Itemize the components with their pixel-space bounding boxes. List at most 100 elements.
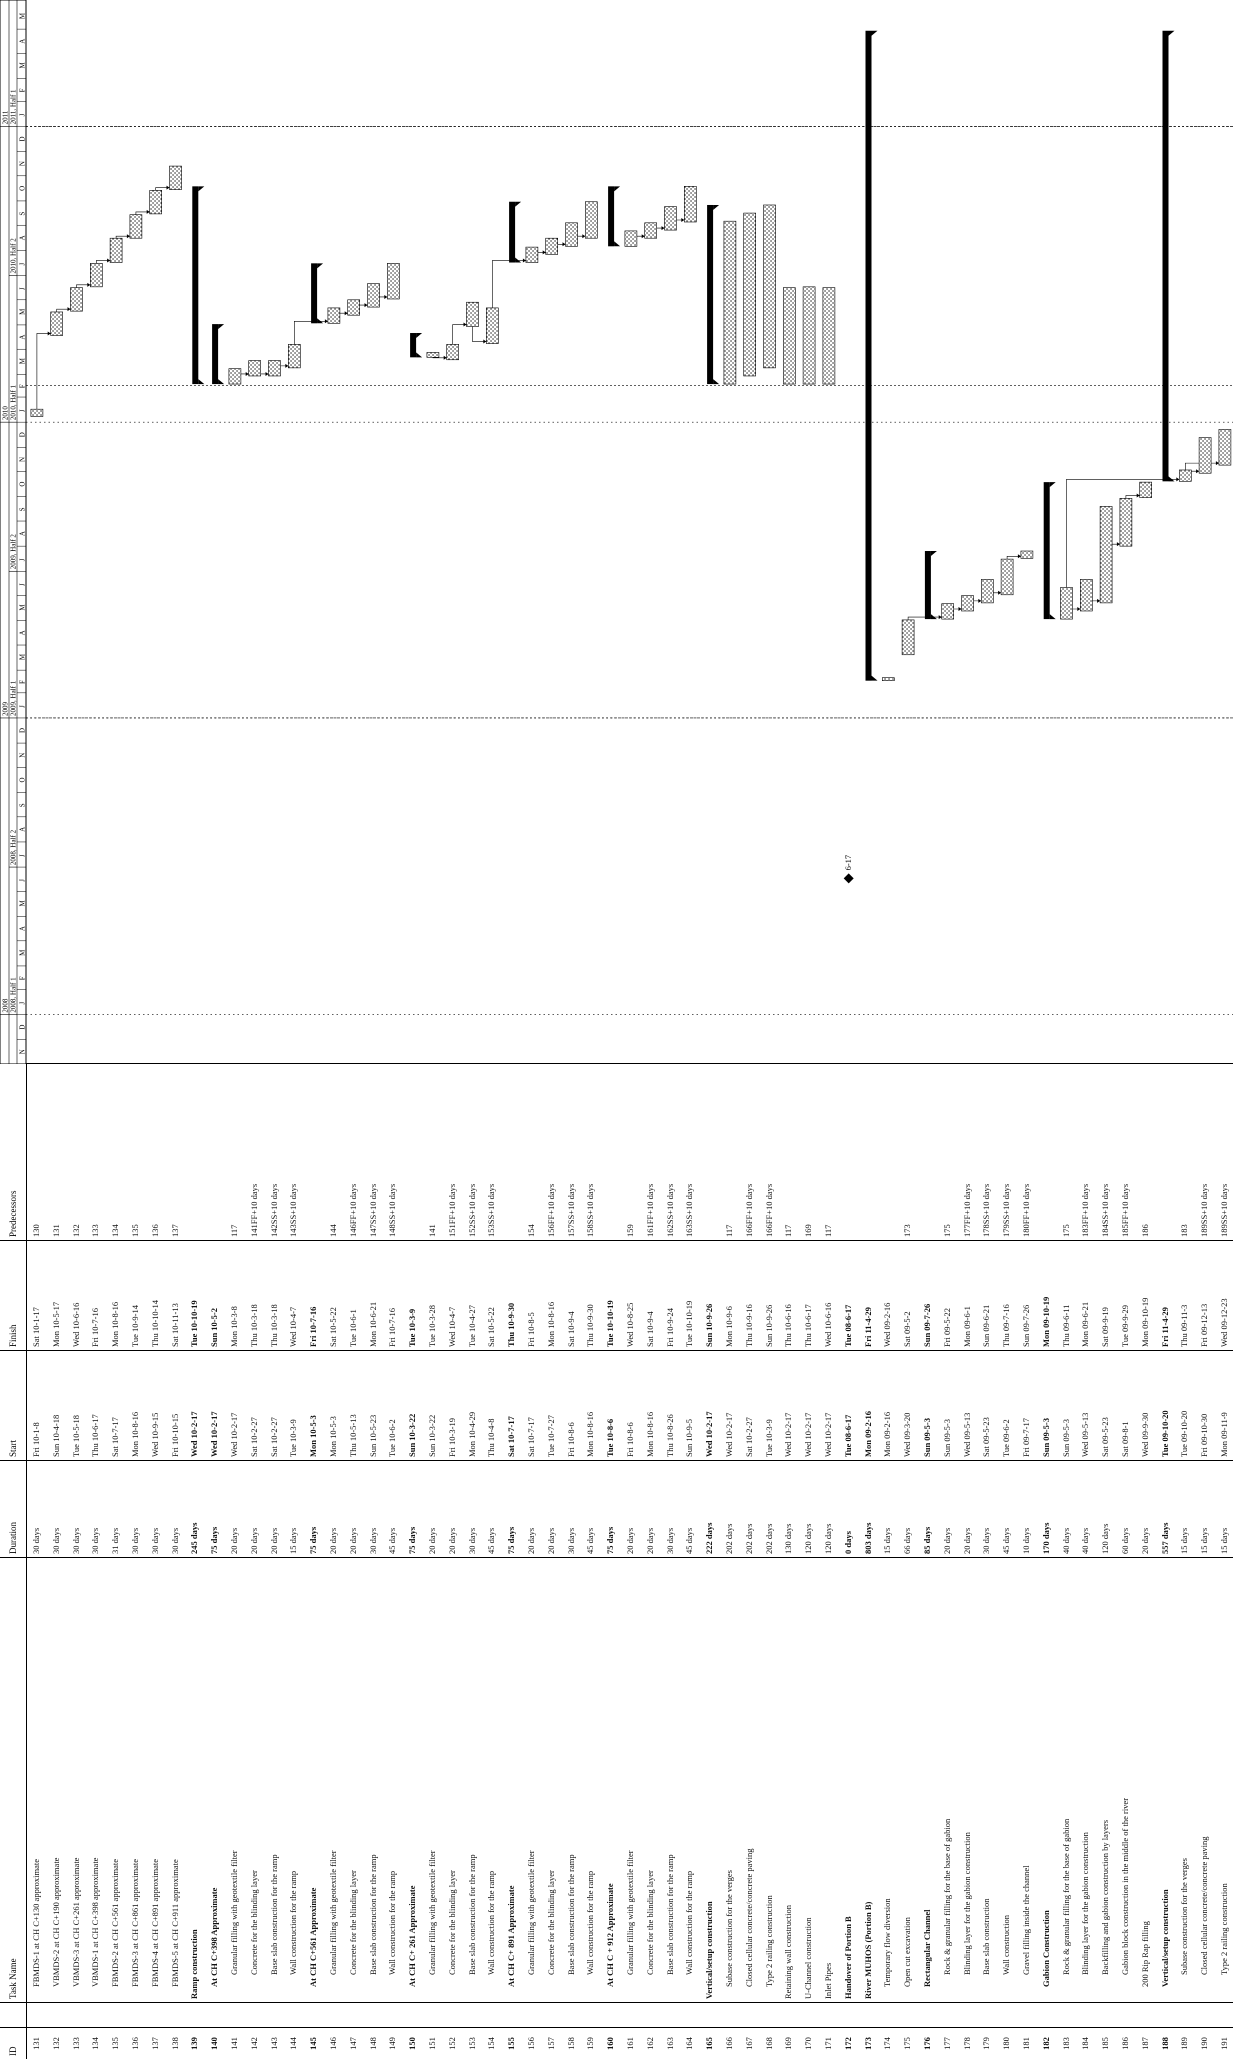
task-indicator[interactable] bbox=[640, 2002, 661, 2027]
task-duration[interactable]: 15 days bbox=[1215, 1460, 1233, 1557]
task-predecessors[interactable]: 166FF+10 days bbox=[763, 1183, 774, 1237]
task-start[interactable]: Wed 10-2-17 bbox=[799, 1350, 819, 1460]
table-row[interactable]: 142 Concrete for the blinding layer 20 day… bbox=[244, 1064, 265, 2059]
table-row[interactable]: 174 Temporary flow diversion 15 days Mon 09… bbox=[878, 1064, 899, 2059]
task-start[interactable]: Fri 10-3-19 bbox=[442, 1350, 463, 1460]
task-duration[interactable]: 45 days bbox=[680, 1460, 701, 1557]
task-indicator[interactable] bbox=[739, 2002, 760, 2027]
task-predecessors[interactable]: 134 bbox=[110, 1224, 121, 1237]
task-id[interactable]: 140 bbox=[205, 2027, 225, 2059]
task-indicator[interactable] bbox=[819, 2002, 839, 2027]
task-duration[interactable]: 31 days bbox=[106, 1460, 126, 1557]
task-predecessors[interactable]: 173 bbox=[902, 1224, 913, 1237]
table-row[interactable]: 137 FBMDS-4 at CH C+891 approximate 30 day… bbox=[145, 1064, 166, 2059]
table-row[interactable]: 162 Concrete for the blinding layer 20 day… bbox=[640, 1064, 661, 2059]
task-finish[interactable]: Thu 10-3-18 bbox=[264, 1240, 285, 1350]
task-duration[interactable]: 15 days bbox=[1195, 1460, 1215, 1557]
task-start[interactable]: Sun 09-5-3 bbox=[918, 1350, 938, 1460]
task-indicator[interactable] bbox=[720, 2002, 740, 2027]
task-predecessors[interactable]: 135 bbox=[130, 1224, 140, 1237]
task-finish[interactable]: Sun 09-7-26 bbox=[918, 1240, 938, 1350]
task-finish[interactable]: Fri 09-5-22 bbox=[937, 1240, 958, 1350]
task-indicator[interactable] bbox=[581, 2002, 602, 2027]
table-row[interactable]: 141 Granular filling with geotextile filt… bbox=[225, 1064, 245, 2059]
task-predecessors[interactable]: 185FF+10 days bbox=[1120, 1183, 1130, 1237]
task-finish[interactable]: Fri 09-12-13 bbox=[1195, 1240, 1215, 1350]
task-id[interactable]: 136 bbox=[126, 2027, 146, 2059]
task-finish[interactable]: Mon 09-10-19 bbox=[1135, 1240, 1156, 1350]
task-start[interactable]: Sun 10-5-23 bbox=[363, 1350, 384, 1460]
task-start[interactable]: Sun 09-5-3 bbox=[1056, 1350, 1077, 1460]
task-predecessors[interactable] bbox=[1156, 1064, 1176, 1240]
task-predecessors[interactable]: 159 bbox=[625, 1224, 635, 1237]
table-row[interactable]: 134 VBMDS-1 at CH C+398 approximate 30 day… bbox=[86, 1064, 107, 2059]
task-finish[interactable]: Sat 10-5-22 bbox=[482, 1240, 503, 1350]
task-indicator[interactable] bbox=[561, 2002, 582, 2027]
task-name[interactable]: Granular filling with geotextile filter bbox=[522, 1557, 542, 2002]
task-duration[interactable]: 170 days bbox=[1036, 1460, 1057, 1557]
table-row[interactable]: 159 Wall construction for the ramp 45 days… bbox=[581, 1064, 602, 2059]
task-id[interactable]: 132 bbox=[46, 2027, 67, 2059]
task-indicator[interactable] bbox=[1195, 2002, 1215, 2027]
table-row[interactable]: 182 Gabion Construction 170 days Sun 09-5-3… bbox=[1036, 1064, 1057, 2059]
task-name[interactable]: FBMDS-3 at CH C+861 approximate bbox=[126, 1557, 146, 2002]
task-finish[interactable]: Tue 08-6-17 bbox=[838, 1240, 859, 1350]
task-name[interactable]: At CH C+ 891 Approximate bbox=[502, 1557, 522, 2002]
task-predecessors[interactable] bbox=[601, 1064, 621, 1240]
task-indicator[interactable] bbox=[1135, 2002, 1156, 2027]
task-indicator[interactable] bbox=[799, 2002, 819, 2027]
table-row[interactable]: 144 Wall construction for the ramp 15 days… bbox=[284, 1064, 305, 2059]
task-name[interactable]: Base slab construction for the ramp bbox=[363, 1557, 384, 2002]
task-predecessors[interactable]: 141 bbox=[427, 1224, 437, 1237]
task-name[interactable]: Blinding layer for the gabion constructi… bbox=[957, 1557, 978, 2002]
task-name[interactable]: At CH C+ 261 Approximate bbox=[403, 1557, 423, 2002]
task-name[interactable]: Vertical/setup construction bbox=[1155, 1557, 1176, 2002]
task-id[interactable]: 133 bbox=[66, 2027, 87, 2059]
table-row[interactable]: 163 Base slab construction for the ramp 30… bbox=[660, 1064, 681, 2059]
task-finish[interactable]: Tue 10-3-28 bbox=[423, 1240, 443, 1350]
task-indicator[interactable] bbox=[759, 2002, 780, 2027]
task-indicator[interactable] bbox=[66, 2002, 87, 2027]
task-duration[interactable]: 30 days bbox=[86, 1460, 107, 1557]
task-duration[interactable]: 20 days bbox=[244, 1460, 265, 1557]
task-name[interactable]: Gabion block construction in the middle … bbox=[1116, 1557, 1136, 2002]
task-indicator[interactable] bbox=[403, 2002, 423, 2027]
task-id[interactable]: 178 bbox=[957, 2027, 978, 2059]
task-duration[interactable]: 20 days bbox=[264, 1460, 285, 1557]
task-name[interactable]: At CH C + 912 Approximate bbox=[601, 1557, 621, 2002]
task-predecessors[interactable] bbox=[1037, 1064, 1057, 1240]
task-predecessors[interactable]: 136 bbox=[149, 1224, 160, 1237]
task-finish[interactable]: Mon 09-6-21 bbox=[1076, 1240, 1097, 1350]
task-predecessors[interactable]: 117 bbox=[783, 1224, 794, 1237]
task-duration[interactable]: 20 days bbox=[541, 1460, 562, 1557]
task-duration[interactable]: 222 days bbox=[700, 1460, 720, 1557]
task-id[interactable]: 184 bbox=[1076, 2027, 1097, 2059]
task-start[interactable]: Wed 10-2-17 bbox=[819, 1350, 839, 1460]
task-finish[interactable]: Wed 10-8-25 bbox=[621, 1240, 641, 1350]
task-indicator[interactable] bbox=[1155, 2002, 1176, 2027]
task-id[interactable]: 135 bbox=[106, 2027, 126, 2059]
task-name[interactable]: Ramp construction bbox=[185, 1557, 206, 2002]
task-start[interactable]: Mon 09-11-9 bbox=[1215, 1350, 1233, 1460]
task-name[interactable]: FBMDS-1 at CH C+130 approximate bbox=[27, 1557, 47, 2002]
task-name[interactable]: Subase construction for the verges bbox=[1175, 1557, 1196, 2002]
task-name[interactable]: Open cut excavation bbox=[898, 1557, 918, 2002]
task-name[interactable]: Wall construction for the ramp bbox=[581, 1557, 602, 2002]
task-predecessors[interactable]: 186 bbox=[1139, 1224, 1150, 1237]
task-id[interactable]: 179 bbox=[977, 2027, 998, 2059]
task-start[interactable]: Tue 09-6-2 bbox=[997, 1350, 1017, 1460]
task-finish[interactable]: Wed 10-4-7 bbox=[442, 1240, 463, 1350]
task-id[interactable]: 168 bbox=[759, 2027, 780, 2059]
task-predecessors[interactable]: 131 bbox=[50, 1224, 61, 1237]
table-row[interactable]: 143 Base slab construction for the ramp 20… bbox=[264, 1064, 285, 2059]
task-predecessors[interactable]: 151FF+10 days bbox=[446, 1183, 457, 1237]
table-row[interactable]: 136 FBMDS-3 at CH C+861 approximate 30 day… bbox=[126, 1064, 146, 2059]
task-finish[interactable]: Fri 10-8-5 bbox=[522, 1240, 542, 1350]
task-duration[interactable]: 20 days bbox=[423, 1460, 443, 1557]
task-predecessors[interactable] bbox=[205, 1064, 225, 1240]
table-row[interactable]: 179 Base slab construction 30 days Sat 09-5… bbox=[977, 1064, 998, 2059]
task-predecessors[interactable]: 154 bbox=[526, 1224, 536, 1237]
table-row[interactable]: 173 River MUHOS (Portion B) 803 days Mon 09… bbox=[858, 1064, 879, 2059]
task-indicator[interactable] bbox=[462, 2002, 483, 2027]
task-name[interactable]: Base slab construction for the ramp bbox=[264, 1557, 285, 2002]
